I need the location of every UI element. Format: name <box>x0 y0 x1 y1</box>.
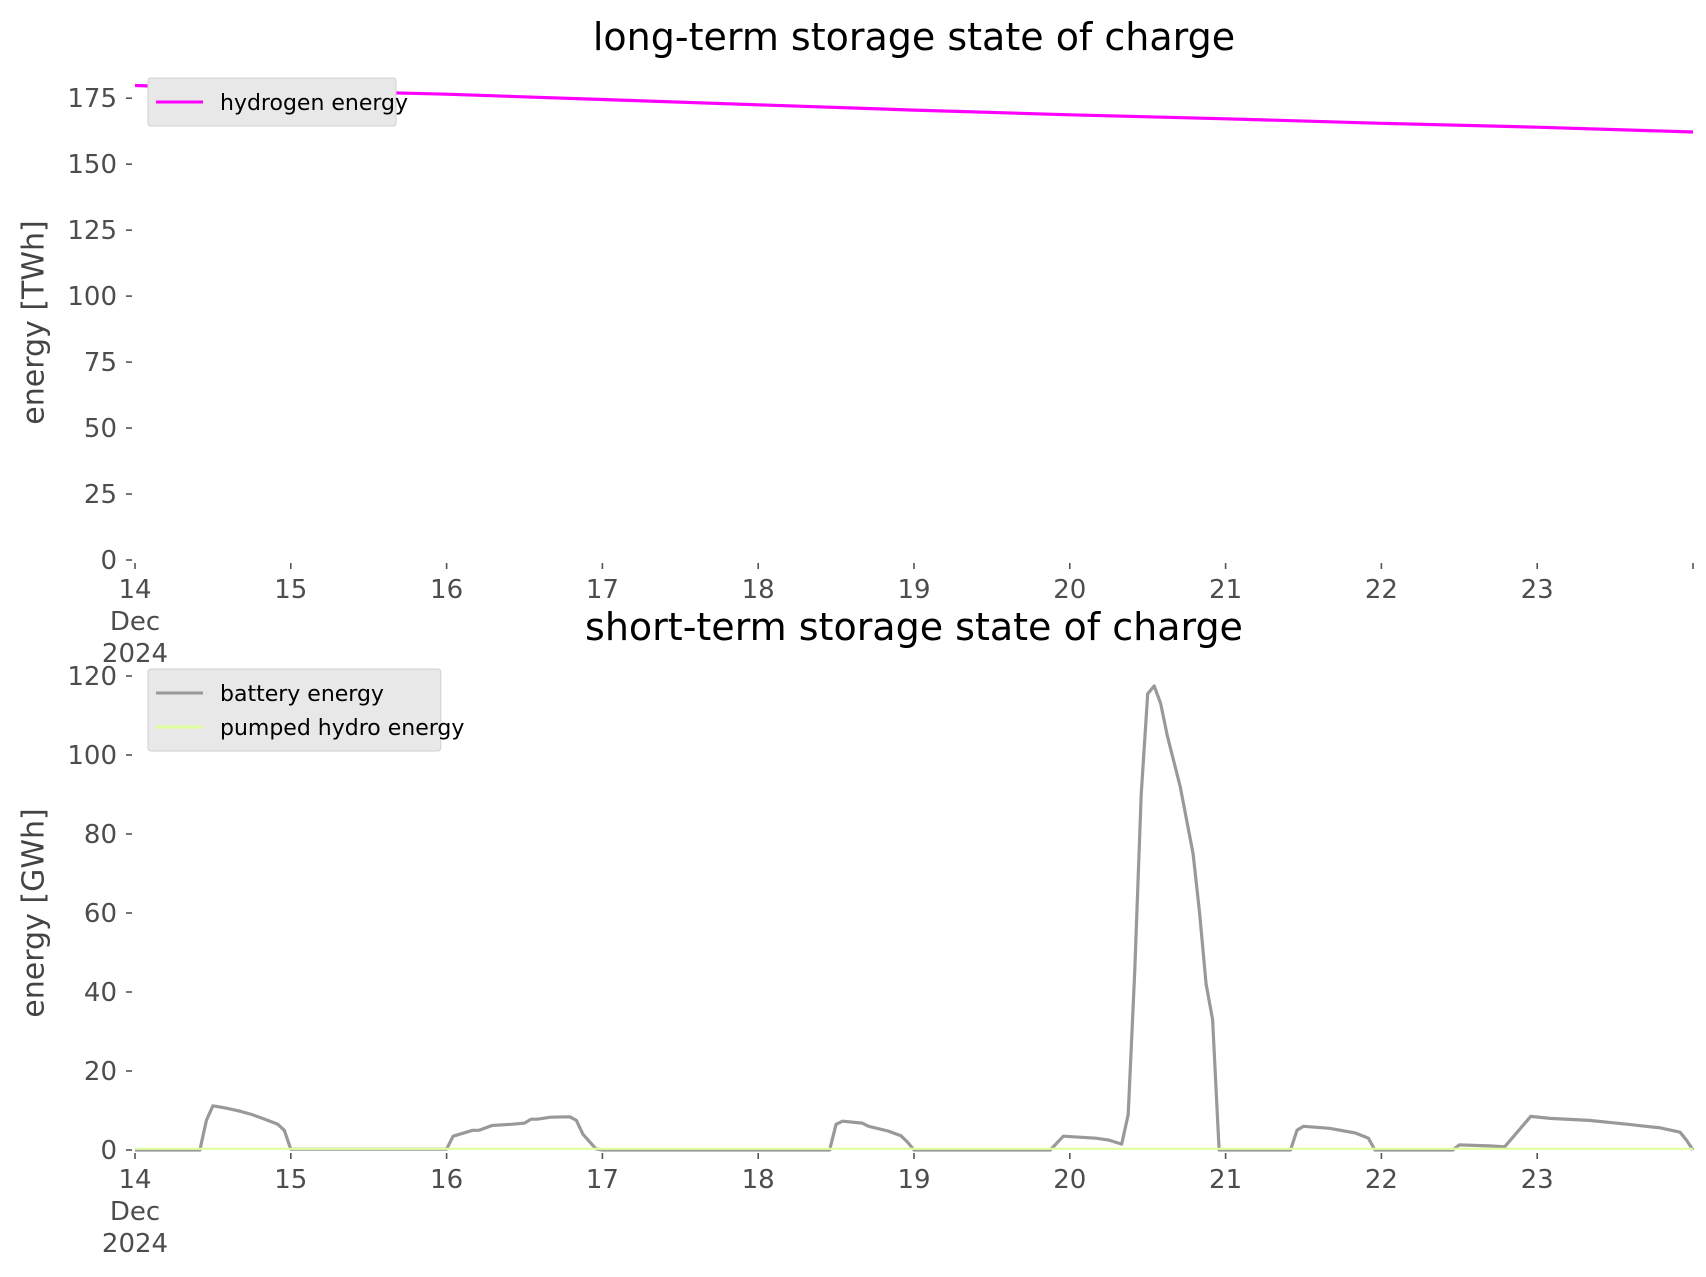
x-tick-label: 21 <box>1209 575 1242 605</box>
x-tick-label: 16 <box>430 575 463 605</box>
y-tick-label: 100 <box>67 741 117 771</box>
x-tick-label: 19 <box>897 1165 930 1195</box>
y-tick-label: 60 <box>84 899 117 929</box>
y-tick-label: 125 <box>67 216 117 246</box>
y-tick-label: 150 <box>67 150 117 180</box>
chart-title: short-term storage state of charge <box>585 605 1243 649</box>
x-tick-label: 17 <box>586 575 619 605</box>
y-axis-label: energy [GWh] <box>17 808 52 1017</box>
x-tick-label: 17 <box>586 1165 619 1195</box>
y-tick-label: 100 <box>67 282 117 312</box>
x-tick-label: Dec <box>110 607 160 637</box>
x-tick-label: Dec <box>110 1197 160 1227</box>
x-tick-label: 16 <box>430 1165 463 1195</box>
x-tick-label: 23 <box>1521 1165 1554 1195</box>
y-tick-label: 80 <box>84 820 117 850</box>
y-axis-label: energy [TWh] <box>17 220 52 424</box>
x-tick-label: 18 <box>742 1165 775 1195</box>
series-line-battery-energy <box>135 684 1695 1152</box>
y-tick-label: 25 <box>84 480 117 510</box>
x-tick-label: 21 <box>1209 1165 1242 1195</box>
y-tick-label: 175 <box>67 84 117 114</box>
x-tick-label: 2024 <box>102 639 168 669</box>
x-tick-label: 23 <box>1521 575 1554 605</box>
legend-label: battery energy <box>220 682 384 707</box>
x-tick-label: 2024 <box>102 1229 168 1259</box>
x-tick-label: 19 <box>897 575 930 605</box>
y-tick-label: 120 <box>67 662 117 692</box>
x-tick-label: 15 <box>274 1165 307 1195</box>
chart-panel-2: short-term storage state of charge energy… <box>17 605 1695 1259</box>
x-tick-label: 15 <box>274 575 307 605</box>
y-tick-label: 0 <box>100 546 117 576</box>
chart-panel-1: long-term storage state of charge energy … <box>17 15 1694 669</box>
y-tick-label: 40 <box>84 978 117 1008</box>
legend-box <box>147 77 397 127</box>
legend-label: hydrogen energy <box>220 91 408 116</box>
y-tick-label: 50 <box>84 414 117 444</box>
x-tick-label: 20 <box>1053 575 1086 605</box>
x-tick-label: 20 <box>1053 1165 1086 1195</box>
x-tick-label: 14 <box>118 1165 151 1195</box>
y-tick-label: 75 <box>84 348 117 378</box>
legend-box <box>147 668 442 752</box>
x-tick-label: 14 <box>118 575 151 605</box>
x-tick-label: 22 <box>1365 1165 1398 1195</box>
chart-title: long-term storage state of charge <box>593 15 1235 59</box>
y-tick-label: 0 <box>100 1136 117 1166</box>
x-tick-label: 22 <box>1365 575 1398 605</box>
legend-label: pumped hydro energy <box>220 716 464 741</box>
y-tick-label: 20 <box>84 1057 117 1087</box>
x-tick-label: 18 <box>742 575 775 605</box>
